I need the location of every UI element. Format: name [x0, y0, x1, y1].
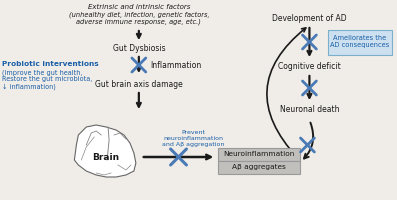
Text: Ameliorates the
AD consequences: Ameliorates the AD consequences [330, 36, 389, 48]
Text: Neuroinflammation: Neuroinflammation [223, 152, 295, 158]
FancyBboxPatch shape [218, 161, 299, 174]
Text: Probiotic interventions: Probiotic interventions [2, 61, 98, 67]
FancyArrowPatch shape [267, 28, 306, 158]
Text: Inflammation: Inflammation [151, 60, 202, 70]
Text: Cognitive deficit: Cognitive deficit [278, 62, 341, 71]
FancyArrowPatch shape [304, 123, 313, 158]
Text: (Improve the gut health,
Restore the gut microbiota,
↓ inflammation): (Improve the gut health, Restore the gut… [2, 69, 92, 90]
FancyBboxPatch shape [218, 148, 299, 161]
Text: Gut brain axis damage: Gut brain axis damage [95, 80, 183, 89]
FancyBboxPatch shape [328, 29, 392, 54]
Text: Gut Dysbiosis: Gut Dysbiosis [112, 44, 165, 53]
Text: (unhealthy diet, infection, genetic factors,: (unhealthy diet, infection, genetic fact… [69, 11, 209, 18]
Polygon shape [74, 125, 136, 177]
Text: Brain: Brain [93, 152, 119, 162]
Text: Neuronal death: Neuronal death [279, 105, 339, 114]
Text: adverse immune response, age, etc.): adverse immune response, age, etc.) [76, 18, 201, 25]
Text: Prevent
neuroinflammation
and Aβ aggregation: Prevent neuroinflammation and Aβ aggrega… [162, 130, 225, 147]
Text: Extrinsic and intrinsic factors: Extrinsic and intrinsic factors [88, 4, 190, 10]
Text: Aβ aggregates: Aβ aggregates [232, 164, 286, 170]
Text: Development of AD: Development of AD [272, 14, 347, 23]
